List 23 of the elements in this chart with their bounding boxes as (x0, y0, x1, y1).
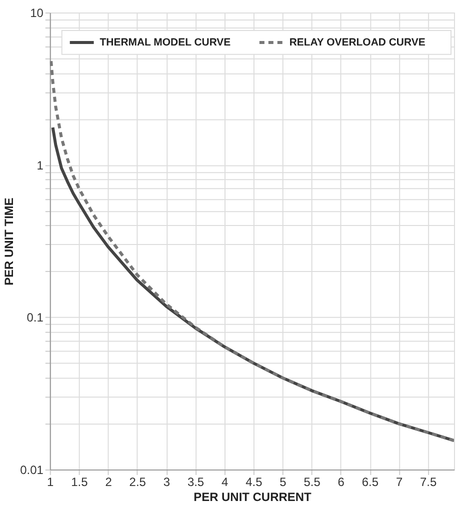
line-series (50, 60, 454, 442)
x-tick-label: 1 (47, 474, 54, 489)
legend-label: RELAY OVERLOAD CURVE (289, 37, 426, 48)
x-tick-label: 6 (338, 474, 345, 489)
x-tick-label: 3.5 (187, 474, 204, 489)
x-tick-label: 4.5 (246, 474, 263, 489)
y-tick-label: 0.1 (26, 310, 44, 325)
x-tick-label: 1.5 (71, 474, 88, 489)
x-tick-label: 3 (163, 474, 170, 489)
x-tick-label: 7 (396, 474, 403, 489)
x-tick-label: 7.5 (420, 474, 438, 489)
x-tick-label: 5.5 (304, 474, 321, 489)
x-tick-label: 4 (221, 474, 228, 489)
y-tick-label: 10 (30, 6, 44, 20)
x-tick-label: 6.5 (362, 474, 379, 489)
y-tick-label: 1 (36, 158, 44, 172)
x-tick-label: 2 (105, 474, 112, 489)
y-tick-label: 0.01 (20, 463, 44, 478)
legend-label: THERMAL MODEL CURVE (100, 37, 231, 48)
y-axis-title: PER UNIT TIME (2, 198, 16, 286)
x-axis-title: PER UNIT CURRENT (194, 490, 312, 504)
x-tick-label: 2.5 (129, 474, 146, 489)
x-tick-label: 5 (280, 474, 287, 489)
